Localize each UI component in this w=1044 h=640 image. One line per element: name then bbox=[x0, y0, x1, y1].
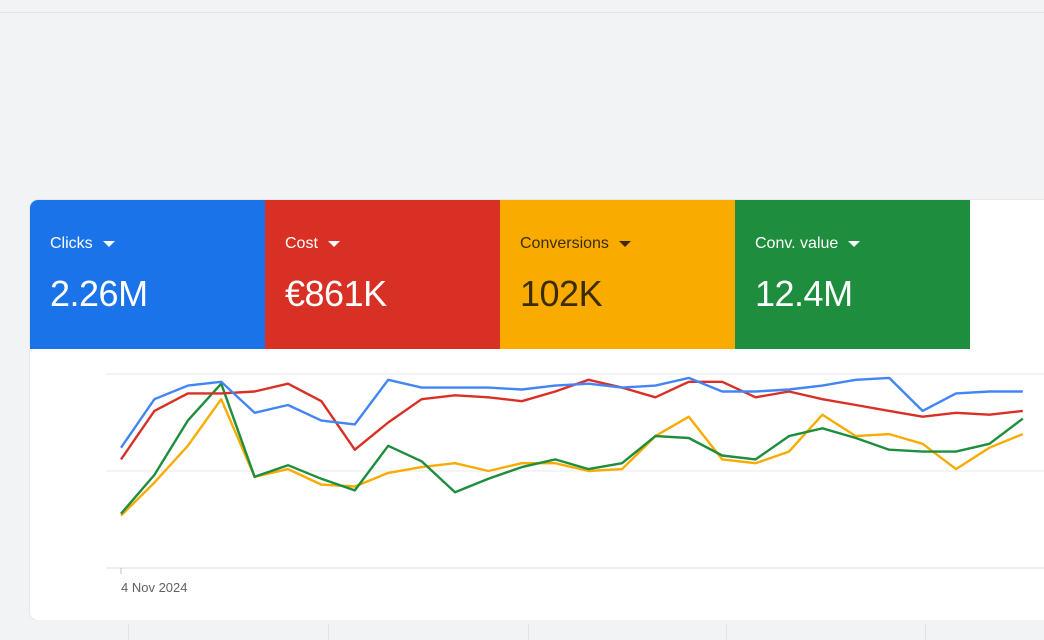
column-divider bbox=[128, 624, 129, 640]
scorecard-label-text: Clicks bbox=[50, 235, 93, 252]
scorecard-label: Conv. value bbox=[755, 234, 950, 254]
scorecard-label: Conversions bbox=[520, 234, 715, 254]
column-divider bbox=[726, 624, 727, 640]
scorecard-value: 102K bbox=[520, 273, 603, 314]
caret-down-icon[interactable] bbox=[102, 241, 115, 247]
caret-down-icon[interactable] bbox=[327, 241, 340, 247]
table-header-strip bbox=[0, 620, 1044, 640]
scorecard-value: €861K bbox=[285, 273, 387, 314]
scorecard-label-text: Cost bbox=[285, 235, 318, 252]
performance-overview-card: Clicks 2.26M Cost €861K Conversions 102K… bbox=[30, 200, 1044, 620]
column-divider bbox=[528, 624, 529, 640]
column-divider bbox=[925, 624, 926, 640]
series-line-conv-value bbox=[120, 382, 1024, 515]
series-line-conversions bbox=[120, 398, 1024, 517]
x-axis-start-date: 4 Nov 2024 bbox=[121, 580, 188, 595]
caret-down-icon[interactable] bbox=[618, 241, 631, 247]
scorecard-clicks[interactable]: Clicks 2.26M bbox=[30, 200, 265, 349]
caret-down-icon[interactable] bbox=[848, 241, 861, 247]
metric-scorecards: Clicks 2.26M Cost €861K Conversions 102K… bbox=[30, 200, 970, 349]
scorecard-label-text: Conversions bbox=[520, 235, 609, 252]
scorecard-value: 2.26M bbox=[50, 273, 148, 314]
scorecard-conversions[interactable]: Conversions 102K bbox=[500, 200, 735, 349]
scorecard-cost[interactable]: Cost €861K bbox=[265, 200, 500, 349]
column-divider bbox=[328, 624, 329, 640]
series-line-cost bbox=[120, 378, 1023, 461]
scorecard-label-text: Conv. value bbox=[755, 235, 839, 252]
series-line-clicks bbox=[120, 376, 1023, 449]
scorecard-value: 12.4M bbox=[755, 273, 853, 314]
scorecard-label: Cost bbox=[285, 234, 480, 254]
scorecard-label: Clicks bbox=[50, 234, 245, 254]
header-divider bbox=[0, 12, 1044, 13]
performance-line-chart bbox=[106, 373, 1044, 574]
scorecard-conv-value[interactable]: Conv. value 12.4M bbox=[735, 200, 970, 349]
